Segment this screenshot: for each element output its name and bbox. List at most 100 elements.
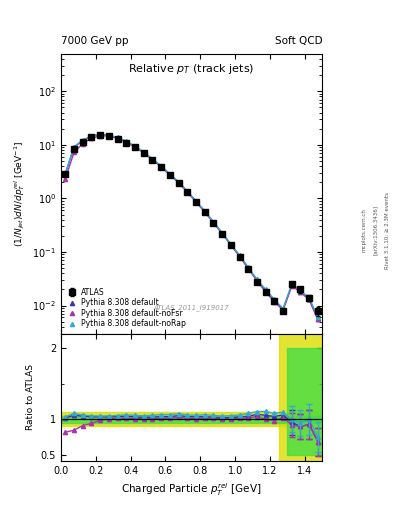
Pythia 8.308 default [263,288,268,294]
Pythia 8.308 default-noFsr [211,220,216,226]
Pythia 8.308 default-noRap [316,314,320,321]
Pythia 8.308 default [185,188,189,195]
Bar [61,412,322,426]
Pythia 8.308 default [98,132,103,138]
Pythia 8.308 default-noFsr [98,133,103,139]
Line: Pythia 8.308 default-noRap: Pythia 8.308 default-noRap [63,132,320,319]
Pythia 8.308 default-noRap [289,281,294,287]
Pythia 8.308 default-noRap [220,229,224,236]
Pythia 8.308 default-noRap [132,143,137,149]
Pythia 8.308 default-noFsr [202,209,207,215]
Pythia 8.308 default-noFsr [124,139,129,145]
Pythia 8.308 default [107,132,111,138]
Pythia 8.308 default-noFsr [150,157,155,163]
Pythia 8.308 default [228,242,233,248]
Pythia 8.308 default-noRap [80,137,85,143]
Pythia 8.308 default-noRap [202,208,207,214]
Pythia 8.308 default-noFsr [228,242,233,248]
Pythia 8.308 default-noFsr [167,172,172,178]
Pythia 8.308 default-noFsr [80,141,85,147]
Pythia 8.308 default-noRap [89,133,94,139]
Pythia 8.308 default [298,289,303,295]
Pythia 8.308 default-noFsr [220,230,224,237]
Line: Pythia 8.308 default: Pythia 8.308 default [63,133,320,322]
Pythia 8.308 default [159,163,163,169]
Pythia 8.308 default [220,230,224,236]
Pythia 8.308 default [132,143,137,150]
Pythia 8.308 default-noRap [272,296,277,303]
Pythia 8.308 default-noRap [159,163,163,169]
Pythia 8.308 default-noFsr [307,296,312,303]
Pythia 8.308 default [124,138,129,144]
Pythia 8.308 default [167,172,172,178]
Text: ATLAS_2011_I919017: ATLAS_2011_I919017 [154,305,230,311]
Pythia 8.308 default-noRap [150,156,155,162]
Pythia 8.308 default [246,265,251,271]
Pythia 8.308 default-noRap [72,144,76,150]
Pythia 8.308 default-noRap [124,138,129,144]
Pythia 8.308 default-noFsr [281,307,285,313]
Pythia 8.308 default-noFsr [132,144,137,150]
Pythia 8.308 default-noRap [141,149,146,155]
Legend: ATLAS, Pythia 8.308 default, Pythia 8.308 default-noFsr, Pythia 8.308 default-no: ATLAS, Pythia 8.308 default, Pythia 8.30… [65,286,187,330]
Pythia 8.308 default [80,138,85,144]
Pythia 8.308 default [115,135,120,141]
Pythia 8.308 default-noFsr [289,283,294,289]
Pythia 8.308 default-noRap [107,132,111,138]
Pythia 8.308 default-noRap [246,264,251,270]
Pythia 8.308 default-noRap [255,276,259,282]
Pythia 8.308 default-noFsr [159,164,163,170]
Pythia 8.308 default-noRap [63,170,68,177]
Pythia 8.308 default-noFsr [141,150,146,156]
Pythia 8.308 default [237,253,242,259]
Pythia 8.308 default [316,316,320,323]
Pythia 8.308 default-noRap [298,288,303,294]
Pythia 8.308 default [72,144,76,151]
Pythia 8.308 default [150,156,155,162]
Pythia 8.308 default-noFsr [185,189,189,195]
Text: mcplots.cern.ch: mcplots.cern.ch [361,208,366,252]
Pythia 8.308 default-noRap [98,131,103,137]
Pythia 8.308 default [194,198,198,204]
Pythia 8.308 default-noRap [194,198,198,204]
Pythia 8.308 default-noFsr [89,135,94,141]
Pythia 8.308 default [211,219,216,225]
Pythia 8.308 default [89,133,94,139]
Pythia 8.308 default-noFsr [316,316,320,323]
Pythia 8.308 default-noRap [115,135,120,141]
Pythia 8.308 default-noRap [263,286,268,292]
X-axis label: Charged Particle $p_T^{rel}$ [GeV]: Charged Particle $p_T^{rel}$ [GeV] [121,481,262,498]
Pythia 8.308 default-noFsr [298,289,303,295]
Pythia 8.308 default [272,297,277,304]
Pythia 8.308 default-noRap [167,170,172,177]
Pythia 8.308 default-noFsr [237,253,242,260]
Pythia 8.308 default-noFsr [263,289,268,295]
Pythia 8.308 default-noFsr [115,135,120,141]
Text: Soft QCD: Soft QCD [275,36,322,46]
Pythia 8.308 default [307,296,312,303]
Pythia 8.308 default [255,277,259,283]
Pythia 8.308 default-noRap [211,219,216,225]
Pythia 8.308 default-noFsr [72,150,76,156]
Pythia 8.308 default-noFsr [272,298,277,305]
Text: Rivet 3.1.10; ≥ 2.3M events: Rivet 3.1.10; ≥ 2.3M events [385,192,389,269]
Pythia 8.308 default [141,150,146,156]
Pythia 8.308 default-noRap [307,295,312,301]
Pythia 8.308 default [281,306,285,312]
Text: Relative $p_T$ (track jets): Relative $p_T$ (track jets) [129,62,255,76]
Pythia 8.308 default [202,208,207,215]
Pythia 8.308 default-noRap [185,188,189,194]
Pythia 8.308 default-noFsr [176,180,181,186]
Pythia 8.308 default-noFsr [63,176,68,182]
Pythia 8.308 default [176,179,181,185]
Pythia 8.308 default-noFsr [107,133,111,139]
Pythia 8.308 default-noFsr [255,278,259,284]
Y-axis label: $(1/N_{jet})dN/dp_T^{rel}$ [GeV$^{-1}$]: $(1/N_{jet})dN/dp_T^{rel}$ [GeV$^{-1}$] [12,141,27,247]
Pythia 8.308 default [63,171,68,177]
Pythia 8.308 default [289,282,294,288]
Text: [arXiv:1306.3436]: [arXiv:1306.3436] [373,205,378,255]
Text: 7000 GeV pp: 7000 GeV pp [61,36,129,46]
Bar [61,416,322,423]
Pythia 8.308 default-noRap [281,306,285,312]
Pythia 8.308 default-noRap [237,252,242,258]
